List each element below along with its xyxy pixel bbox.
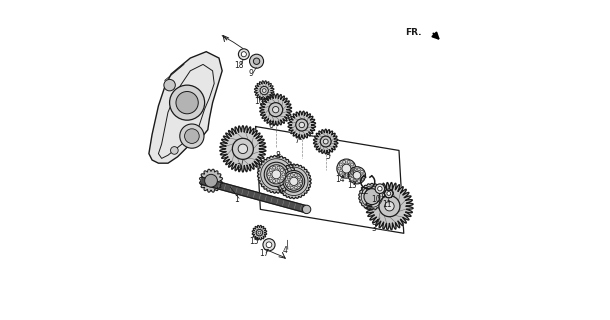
Polygon shape — [201, 177, 307, 213]
Polygon shape — [288, 111, 315, 139]
Text: 7: 7 — [294, 136, 299, 145]
Circle shape — [320, 136, 331, 147]
Circle shape — [385, 202, 394, 211]
Polygon shape — [359, 183, 385, 210]
Circle shape — [180, 124, 204, 148]
Text: 16: 16 — [254, 97, 264, 106]
Circle shape — [290, 177, 298, 186]
Circle shape — [273, 107, 279, 113]
Text: 5: 5 — [326, 152, 331, 161]
Circle shape — [342, 164, 351, 173]
Circle shape — [364, 189, 380, 204]
Circle shape — [323, 139, 328, 144]
Circle shape — [268, 103, 282, 117]
Circle shape — [170, 85, 204, 120]
Text: 1: 1 — [234, 195, 239, 204]
Circle shape — [375, 184, 385, 194]
Circle shape — [264, 162, 289, 187]
Circle shape — [272, 170, 281, 179]
Circle shape — [266, 242, 272, 248]
Circle shape — [285, 172, 303, 190]
Circle shape — [232, 138, 253, 159]
Polygon shape — [257, 156, 295, 193]
Circle shape — [337, 159, 356, 178]
Polygon shape — [260, 94, 292, 125]
Polygon shape — [149, 52, 222, 163]
Circle shape — [164, 79, 175, 91]
Text: 4: 4 — [283, 246, 288, 255]
Text: 18: 18 — [234, 61, 243, 70]
Text: 6: 6 — [268, 121, 273, 131]
Circle shape — [296, 119, 308, 131]
Polygon shape — [252, 225, 267, 240]
Circle shape — [239, 49, 249, 60]
Circle shape — [378, 187, 382, 191]
Text: 12: 12 — [359, 188, 368, 196]
Circle shape — [299, 122, 304, 128]
Circle shape — [176, 92, 198, 114]
Circle shape — [303, 205, 311, 213]
Circle shape — [267, 165, 286, 184]
Circle shape — [353, 172, 361, 179]
Text: 2: 2 — [237, 163, 242, 172]
Circle shape — [348, 167, 365, 184]
Circle shape — [263, 239, 275, 251]
Circle shape — [204, 174, 217, 187]
Text: 15: 15 — [249, 237, 259, 246]
Circle shape — [185, 129, 199, 143]
Polygon shape — [199, 169, 223, 192]
Circle shape — [260, 86, 268, 95]
Text: FR.: FR. — [406, 28, 422, 37]
Circle shape — [249, 54, 264, 68]
Polygon shape — [220, 126, 266, 172]
Text: 14: 14 — [336, 175, 345, 184]
Circle shape — [256, 229, 263, 236]
Circle shape — [384, 189, 393, 198]
Text: 8: 8 — [276, 151, 280, 160]
Circle shape — [242, 52, 246, 57]
Circle shape — [379, 196, 400, 217]
Circle shape — [387, 192, 391, 196]
Text: 13: 13 — [347, 181, 357, 190]
Polygon shape — [314, 129, 338, 154]
Circle shape — [238, 144, 248, 154]
Circle shape — [283, 171, 304, 192]
Text: 17: 17 — [259, 250, 268, 259]
Circle shape — [262, 89, 266, 92]
Text: 11: 11 — [382, 200, 391, 209]
Text: 10: 10 — [371, 195, 381, 204]
Polygon shape — [276, 164, 311, 199]
Circle shape — [258, 231, 261, 234]
Circle shape — [171, 147, 178, 154]
Polygon shape — [254, 81, 274, 100]
Text: 9: 9 — [248, 69, 253, 78]
Text: 3: 3 — [371, 224, 376, 233]
Circle shape — [253, 58, 260, 64]
Polygon shape — [366, 182, 413, 230]
